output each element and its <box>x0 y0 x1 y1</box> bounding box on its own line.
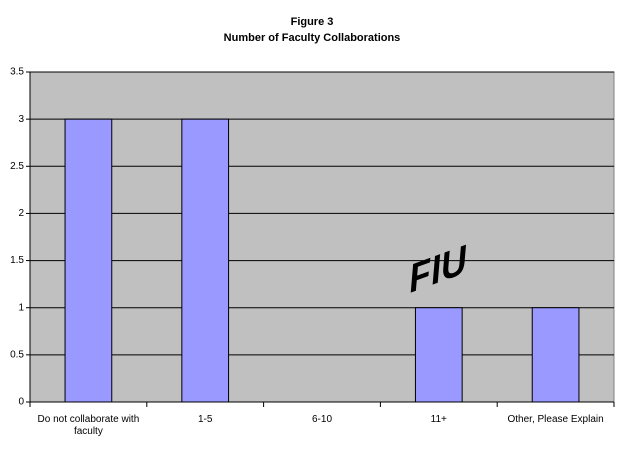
chart-title: Figure 3 <box>291 16 334 28</box>
y-tick-label: 1 <box>18 302 24 313</box>
bar <box>64 118 113 403</box>
bar <box>414 307 463 403</box>
x-tick-label: Do not collaborate with faculty <box>37 414 140 437</box>
y-tick-label: 2.5 <box>10 161 24 172</box>
bar <box>531 307 580 403</box>
y-tick-label: 0 <box>18 397 24 408</box>
x-tick-label: 6-10 <box>311 414 332 425</box>
y-tick-label: 2 <box>18 208 24 219</box>
plot-area <box>29 71 615 403</box>
chart-subtitle: Number of Faculty Collaborations <box>224 32 401 44</box>
x-tick-label: Other, Please Explain <box>507 414 604 425</box>
bar <box>181 118 230 403</box>
x-tick-label: 11+ <box>430 414 447 425</box>
y-tick-label: 3 <box>18 114 24 125</box>
y-tick-label: 3.5 <box>10 67 24 78</box>
x-tick-label: 1-5 <box>197 414 213 425</box>
y-tick-label: 0.5 <box>10 349 24 360</box>
y-tick-label: 1.5 <box>10 255 24 266</box>
